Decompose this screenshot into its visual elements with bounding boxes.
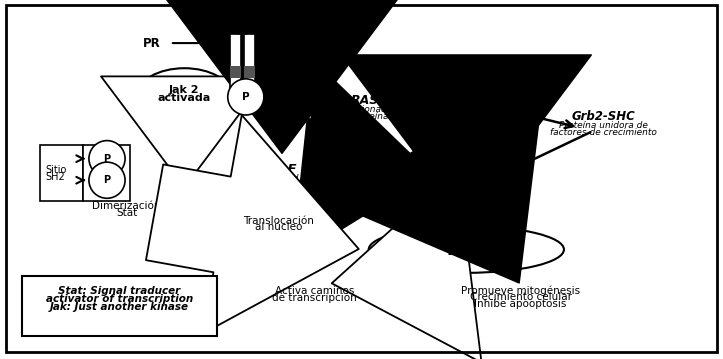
Text: SH2: SH2: [46, 172, 66, 182]
Text: RAF: RAF: [268, 163, 296, 176]
Bar: [230, 65, 241, 78]
Ellipse shape: [228, 16, 257, 34]
Text: Mitogen activated kinases: Mitogen activated kinases: [407, 176, 526, 186]
Text: Ras activated factor: Ras activated factor: [236, 174, 328, 183]
Text: Activa: Activa: [300, 90, 336, 103]
Text: DNA: DNA: [446, 241, 487, 258]
Text: RAS: RAS: [351, 94, 380, 107]
Ellipse shape: [89, 141, 125, 177]
Text: Stat: Stat: [116, 208, 137, 218]
Text: SOS: SOS: [445, 94, 474, 107]
Text: Relacionada: Relacionada: [338, 105, 393, 115]
Text: Sitio: Sitio: [45, 165, 67, 175]
Text: factores de crecimiento: factores de crecimiento: [550, 127, 657, 137]
Text: P: P: [103, 154, 111, 164]
Text: Promueve mitogénesis: Promueve mitogénesis: [461, 285, 580, 296]
Text: Grb2-SHC: Grb2-SHC: [572, 110, 636, 123]
Bar: [244, 34, 255, 97]
Text: activator of transcription: activator of transcription: [46, 294, 193, 304]
Text: Inhibe apooptosis: Inhibe apooptosis: [474, 299, 567, 309]
Ellipse shape: [369, 226, 564, 273]
Text: MAPK: MAPK: [445, 166, 488, 179]
Ellipse shape: [89, 162, 125, 198]
Text: Crecimiento celular: Crecimiento celular: [469, 292, 572, 302]
Text: Activa caminos: Activa caminos: [275, 286, 354, 296]
Text: less: less: [450, 112, 468, 121]
Text: Translocación: Translocación: [243, 216, 314, 226]
Ellipse shape: [228, 79, 264, 115]
Text: con Proteína G: con Proteína G: [332, 112, 398, 121]
Ellipse shape: [137, 68, 231, 122]
Bar: [40, 145, 83, 201]
Bar: [22, 276, 217, 336]
Text: de transcripción: de transcripción: [272, 292, 357, 303]
Bar: [230, 34, 241, 97]
Text: Jak: Just another kinase: Jak: Just another kinase: [50, 302, 189, 312]
Text: al núcleo: al núcleo: [254, 222, 302, 232]
Text: activada: activada: [158, 93, 211, 103]
Text: Proteína unidora de: Proteína unidora de: [560, 121, 648, 130]
Text: PR: PR: [143, 37, 161, 50]
Text: Dimerización: Dimerización: [93, 201, 161, 211]
Text: Jak 2: Jak 2: [169, 85, 200, 95]
Text: Son of leven: Son of leven: [431, 105, 487, 115]
Text: R-: R-: [281, 38, 293, 51]
Text: P: P: [242, 92, 249, 102]
Text: P: P: [103, 175, 111, 185]
Bar: [83, 145, 130, 201]
Bar: [244, 65, 255, 78]
Text: Stat: Signal traducer: Stat: Signal traducer: [58, 286, 181, 296]
